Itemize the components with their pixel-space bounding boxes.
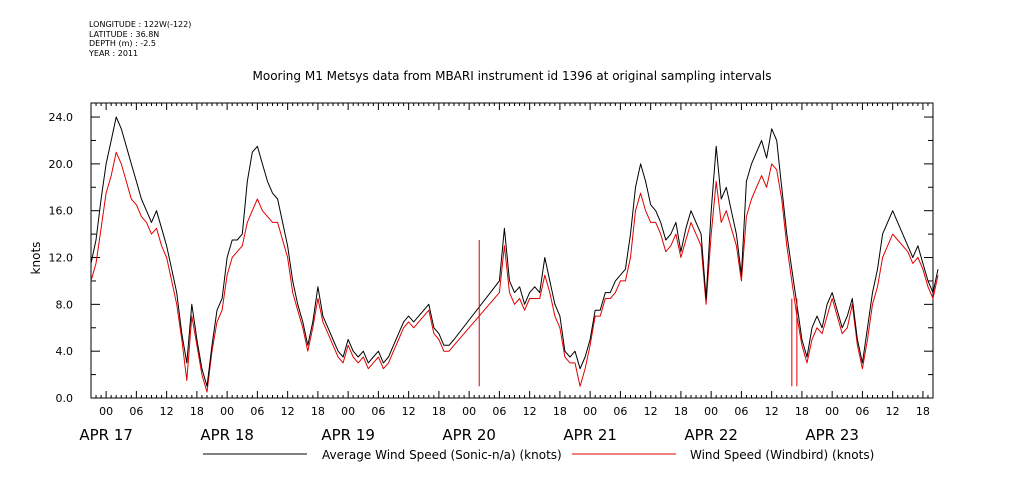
x-tick-label: 18 bbox=[674, 405, 688, 418]
x-tick-label: 06 bbox=[129, 405, 143, 418]
y-tick-label: 8.0 bbox=[56, 298, 74, 311]
latitude-line: LATITUDE : 36.8N bbox=[89, 29, 160, 39]
y-tick-label: 0.0 bbox=[56, 392, 74, 405]
x-tick-label: 12 bbox=[523, 405, 537, 418]
x-tick-label: 12 bbox=[402, 405, 416, 418]
x-tick-label: 18 bbox=[311, 405, 325, 418]
x-tick-label: 00 bbox=[704, 405, 718, 418]
x-tick-label: 06 bbox=[855, 405, 869, 418]
x-tick-label: 12 bbox=[644, 405, 658, 418]
year-line: YEAR : 2011 bbox=[89, 48, 139, 58]
x-tick-label: 12 bbox=[886, 405, 900, 418]
longitude-line: LONGITUDE : 122W(-122) bbox=[89, 20, 192, 29]
x-tick-label: 18 bbox=[553, 405, 567, 418]
chart-title: Mooring M1 Metsys data from MBARI instru… bbox=[253, 69, 772, 83]
day-label: APR 17 bbox=[79, 426, 133, 444]
x-tick-label: 00 bbox=[825, 405, 839, 418]
depth-line: DEPTH (m) : -2.5 bbox=[89, 39, 156, 48]
x-tick-label: 00 bbox=[99, 405, 113, 418]
x-tick-label: 00 bbox=[462, 405, 476, 418]
x-tick-label: 18 bbox=[795, 405, 809, 418]
x-tick-label: 18 bbox=[190, 405, 204, 418]
x-tick-label: 18 bbox=[916, 405, 930, 418]
x-tick-label: 00 bbox=[341, 405, 355, 418]
axis-ticks: 0.0 4.0 8.0 12.0 16.0 20.0 24.0 00 06 12 18 00 06 12 1… bbox=[49, 103, 934, 444]
metadata-block: LONGITUDE : 122W(-122) LATITUDE : 36.8N … bbox=[89, 20, 191, 58]
day-label: APR 18 bbox=[200, 426, 254, 444]
y-axis-label: knots bbox=[29, 242, 43, 275]
day-label: APR 22 bbox=[684, 426, 738, 444]
y-tick-label: 16.0 bbox=[49, 205, 74, 218]
x-tick-label: 06 bbox=[613, 405, 627, 418]
y-tick-label: 20.0 bbox=[49, 158, 74, 171]
x-tick-label: 18 bbox=[432, 405, 446, 418]
x-tick-label: 12 bbox=[160, 405, 174, 418]
series-layer bbox=[90, 116, 939, 393]
legend-label-windbird: Wind Speed (Windbird) (knots) bbox=[690, 448, 874, 462]
x-tick-label: 00 bbox=[583, 405, 597, 418]
x-tick-label: 06 bbox=[250, 405, 264, 418]
legend-label-average: Average Wind Speed (Sonic-n/a) (knots) bbox=[322, 448, 562, 462]
day-label: APR 20 bbox=[442, 426, 496, 444]
x-tick-label: 00 bbox=[220, 405, 234, 418]
plot-frame bbox=[90, 102, 934, 399]
day-label: APR 19 bbox=[321, 426, 375, 444]
series-line-windbird-wind-speed bbox=[90, 151, 939, 393]
y-tick-label: 12.0 bbox=[49, 252, 74, 265]
x-tick-label: 06 bbox=[734, 405, 748, 418]
day-label: APR 21 bbox=[563, 426, 617, 444]
series-line-average-wind-speed bbox=[90, 116, 939, 387]
y-tick-label: 4.0 bbox=[56, 345, 74, 358]
y-tick-label: 24.0 bbox=[49, 111, 74, 124]
x-tick-label: 12 bbox=[281, 405, 295, 418]
x-tick-label: 06 bbox=[492, 405, 506, 418]
x-tick-label: 06 bbox=[371, 405, 385, 418]
day-label: APR 23 bbox=[805, 426, 859, 444]
legend: Average Wind Speed (Sonic-n/a) (knots) Wi… bbox=[203, 448, 874, 462]
x-tick-label: 12 bbox=[765, 405, 779, 418]
